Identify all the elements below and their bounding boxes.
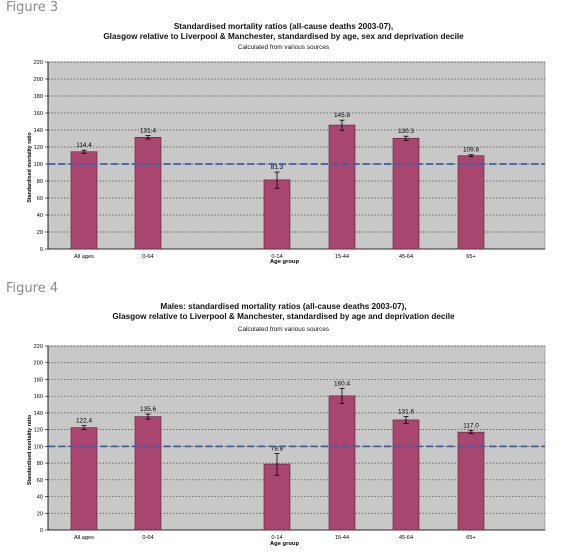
y-axis-title: Standardised mortality ratio xyxy=(27,132,33,203)
bar xyxy=(392,419,420,531)
value-label: 131.6 xyxy=(398,409,414,416)
y-tick-label: 20 xyxy=(37,511,43,517)
bar xyxy=(263,179,291,250)
category-label: 65+ xyxy=(466,535,476,541)
category-label: 0-14 xyxy=(271,535,282,541)
chart-2-title-line1: Males: standardised mortality ratios (al… xyxy=(160,302,407,311)
value-label: 109.8 xyxy=(463,147,479,154)
chart-2-subtitle: Calculated from various sources xyxy=(237,326,330,333)
y-tick-label: 40 xyxy=(37,213,43,219)
y-tick-label: 60 xyxy=(37,478,43,484)
x-axis-title: Age group xyxy=(270,541,299,547)
y-tick-label: 0 xyxy=(40,528,43,534)
bar xyxy=(328,395,356,531)
y-tick-label: 160 xyxy=(34,394,43,400)
category-label: 0-64 xyxy=(142,254,153,260)
bar xyxy=(70,151,98,250)
y-tick-label: 0 xyxy=(40,247,43,253)
y-tick-label: 160 xyxy=(34,111,43,117)
bar xyxy=(328,124,356,250)
value-label: 122.4 xyxy=(76,418,92,425)
category-label: 65+ xyxy=(466,254,476,260)
bar xyxy=(134,137,162,250)
y-tick-label: 100 xyxy=(34,162,43,168)
category-label: 15-44 xyxy=(335,535,349,541)
figure-3-label: Figure 3 xyxy=(6,0,59,15)
y-tick-label: 80 xyxy=(37,461,43,467)
category-label: 0-64 xyxy=(142,535,153,541)
y-tick-label: 220 xyxy=(34,60,43,66)
y-tick-label: 120 xyxy=(34,428,43,434)
bar xyxy=(392,137,420,250)
chart-1: 0 20 40 60 80 100 120 140 160 180 200 220 114.4 131.4… xyxy=(27,60,546,265)
category-label: 45-64 xyxy=(399,535,413,541)
value-label: 117.0 xyxy=(463,423,479,430)
y-tick-label: 120 xyxy=(34,145,43,151)
figure-4-label: Figure 4 xyxy=(6,281,59,296)
chart-2: 0 20 40 60 80 100 120 140 160 180 200 220 122.4 135.6… xyxy=(27,344,546,547)
chart-1-title-line1: Standardised mortality ratios (all-cause… xyxy=(173,22,394,31)
y-tick-label: 80 xyxy=(37,179,43,185)
value-label: 131.4 xyxy=(140,128,156,135)
y-tick-label: 40 xyxy=(37,495,43,501)
bar xyxy=(70,427,98,531)
category-label: 15-44 xyxy=(335,254,349,260)
y-tick-label: 140 xyxy=(34,411,43,417)
category-label: All ages xyxy=(74,535,94,541)
value-label: 160.4 xyxy=(334,380,350,387)
y-tick-label: 200 xyxy=(34,361,43,367)
y-tick-label: 20 xyxy=(37,230,43,236)
y-tick-label: 140 xyxy=(34,128,43,134)
chart-1-subtitle: Calculated from various sources xyxy=(237,44,330,51)
bar xyxy=(457,155,485,250)
value-label: 81.3 xyxy=(271,164,284,171)
value-label: 114.4 xyxy=(76,142,92,149)
bar xyxy=(457,431,485,531)
chart-1-title-line2: Glasgow relative to Liverpool & Manchest… xyxy=(103,32,464,41)
category-label: 0-14 xyxy=(271,254,282,260)
y-tick-label: 220 xyxy=(34,344,43,350)
y-tick-label: 180 xyxy=(34,94,43,100)
y-tick-label: 60 xyxy=(37,196,43,202)
bar xyxy=(134,416,162,531)
value-label: 130.3 xyxy=(398,128,414,135)
value-label: 135.6 xyxy=(140,406,156,413)
chart-2-title-line2: Glasgow relative to Liverpool & Manchest… xyxy=(112,312,455,321)
x-axis-title: Age group xyxy=(270,259,299,265)
y-tick-label: 200 xyxy=(34,77,43,83)
category-label: All ages xyxy=(74,254,94,260)
y-axis-title: Standardised mortality ratio xyxy=(27,414,33,485)
value-label: 145.8 xyxy=(334,112,350,119)
y-tick-label: 100 xyxy=(34,444,43,450)
category-label: 45-64 xyxy=(399,254,413,260)
y-tick-label: 180 xyxy=(34,377,43,383)
value-label: 78.8 xyxy=(271,445,284,452)
